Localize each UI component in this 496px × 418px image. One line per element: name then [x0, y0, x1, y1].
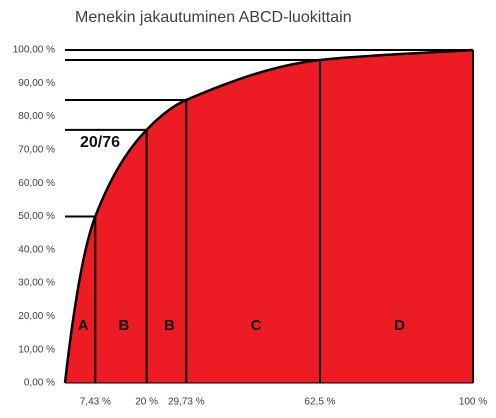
class-label: B [119, 317, 130, 334]
chart-title: Menekin jakautuminen ABCD-luokittain [75, 9, 352, 26]
annotation: 20/76 [80, 134, 120, 151]
y-tick-label: 60,00 % [18, 178, 55, 189]
y-tick-label: 90,00 % [18, 78, 55, 89]
class-label: C [251, 317, 262, 334]
y-tick-label: 100,00 % [13, 45, 55, 56]
y-tick-label: 30,00 % [18, 278, 55, 289]
class-label: A [78, 317, 89, 334]
y-tick-label: 20,00 % [18, 311, 55, 322]
y-tick-label: 70,00 % [18, 145, 55, 156]
y-tick-label: 10,00 % [18, 344, 55, 355]
curve [63, 48, 474, 384]
x-tick-label: 7,43 % [80, 397, 111, 408]
y-tick-label: 80,00 % [18, 111, 55, 122]
y-tick-label: 50,00 % [18, 211, 55, 222]
area [65, 50, 473, 383]
y-tick-label: 40,00 % [18, 244, 55, 255]
class-label: D [394, 317, 405, 334]
x-tick-label: 62,5 % [304, 397, 335, 408]
y-tick-label: 0,00 % [24, 378, 55, 389]
class-label: B [164, 317, 175, 334]
x-tick-label: 100 % [459, 397, 487, 408]
x-tick-label: 20 % [135, 397, 158, 408]
x-tick-label: 29,73 % [168, 397, 205, 408]
